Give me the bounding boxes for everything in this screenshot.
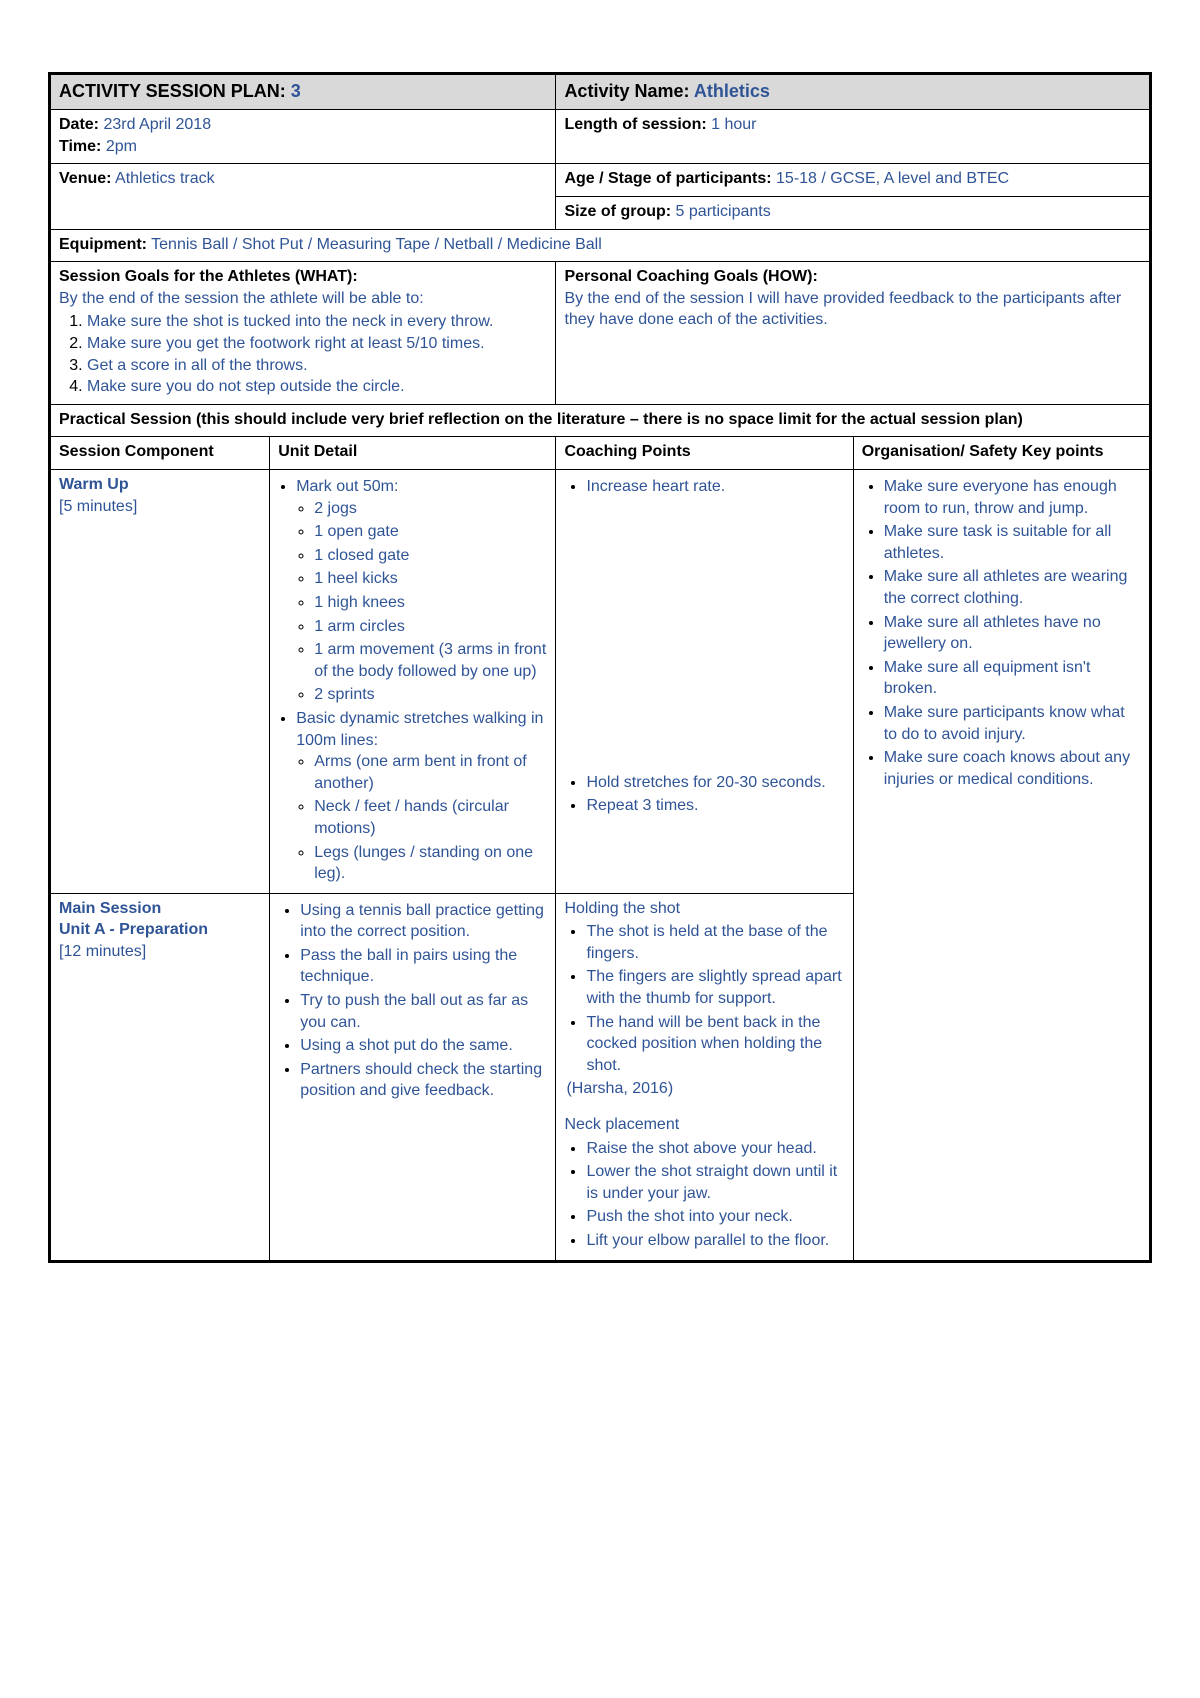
time-label: Time: bbox=[59, 138, 101, 155]
warmup-g1-item: 1 open gate bbox=[314, 521, 547, 543]
warmup-g2-item: Arms (one arm bent in front of another) bbox=[314, 751, 547, 794]
athlete-goals-list: Make sure the shot is tucked into the ne… bbox=[59, 311, 547, 397]
size-value: 5 participants bbox=[676, 203, 771, 220]
coach-goals-body: By the end of the session I will have pr… bbox=[564, 290, 1121, 329]
warmup-g1-item: 2 sprints bbox=[314, 684, 547, 706]
date-value: 23rd April 2018 bbox=[103, 116, 211, 133]
main-detail-item: Pass the ball in pairs using the techniq… bbox=[300, 945, 547, 988]
main-detail-item: Using a tennis ball practice getting int… bbox=[300, 900, 547, 943]
warmup-cp-item: Increase heart rate. bbox=[586, 476, 844, 498]
athlete-goals-heading: Session Goals for the Athletes (WHAT): bbox=[59, 268, 358, 285]
activity-name-value: Athletics bbox=[694, 81, 770, 101]
time-value: 2pm bbox=[106, 138, 137, 155]
length-cell: Length of session: 1 hour bbox=[556, 110, 1151, 164]
warmup-duration: [5 minutes] bbox=[59, 498, 137, 515]
col-header-coaching: Coaching Points bbox=[556, 437, 853, 470]
cp-g1-item: The fingers are slightly spread apart wi… bbox=[586, 966, 844, 1009]
warmup-g1-item: 1 heel kicks bbox=[314, 568, 547, 590]
length-label: Length of session: bbox=[564, 116, 706, 133]
warmup-cp-item: Hold stretches for 20-30 seconds. bbox=[586, 772, 844, 794]
warmup-component-cell: Warm Up [5 minutes] bbox=[50, 470, 270, 894]
safety-cell: Make sure everyone has enough room to ru… bbox=[853, 470, 1150, 1262]
age-value: 15-18 / GCSE, A level and BTEC bbox=[776, 170, 1009, 187]
cp-g1-item: The hand will be bent back in the cocked… bbox=[586, 1012, 844, 1077]
venue-cell: Venue: Athletics track bbox=[50, 164, 556, 229]
activity-name-label: Activity Name: bbox=[564, 81, 689, 101]
cp-group2-label: Neck placement bbox=[564, 1116, 679, 1133]
warmup-group2-label: Basic dynamic stretches walking in 100m … bbox=[296, 708, 547, 885]
session-plan-table: ACTIVITY SESSION PLAN: 3 Activity Name: … bbox=[48, 72, 1152, 1263]
cp-g1-item: The shot is held at the base of the fing… bbox=[586, 921, 844, 964]
warmup-cp-item: Repeat 3 times. bbox=[586, 795, 844, 817]
venue-label: Venue: bbox=[59, 170, 111, 187]
safety-item: Make sure participants know what to do t… bbox=[884, 702, 1141, 745]
athlete-goal-item: Make sure you get the footwork right at … bbox=[87, 333, 547, 355]
practical-heading-cell: Practical Session (this should include v… bbox=[50, 404, 1151, 437]
athlete-goal-item: Get a score in all of the throws. bbox=[87, 355, 547, 377]
safety-item: Make sure all equipment isn't broken. bbox=[884, 657, 1141, 700]
warmup-g1-item: 1 closed gate bbox=[314, 545, 547, 567]
coach-goals-heading: Personal Coaching Goals (HOW): bbox=[564, 268, 817, 285]
equipment-cell: Equipment: Tennis Ball / Shot Put / Meas… bbox=[50, 229, 1151, 262]
warmup-g1-item: 2 jogs bbox=[314, 498, 547, 520]
athlete-goals-cell: Session Goals for the Athletes (WHAT): B… bbox=[50, 262, 556, 405]
plan-header-left: ACTIVITY SESSION PLAN: 3 bbox=[50, 74, 556, 110]
main-detail-cell: Using a tennis ball practice getting int… bbox=[270, 893, 556, 1261]
warmup-coaching-cell: Increase heart rate. Hold stretches for … bbox=[556, 470, 853, 894]
safety-item: Make sure coach knows about any injuries… bbox=[884, 747, 1141, 790]
main-duration: [12 minutes] bbox=[59, 943, 146, 960]
coach-goals-cell: Personal Coaching Goals (HOW): By the en… bbox=[556, 262, 1151, 405]
warmup-g1-item: 1 arm movement (3 arms in front of the b… bbox=[314, 639, 547, 682]
safety-item: Make sure all athletes have no jewellery… bbox=[884, 612, 1141, 655]
main-title2: Unit A - Preparation bbox=[59, 921, 208, 938]
warmup-group1-label: Mark out 50m: 2 jogs 1 open gate 1 close… bbox=[296, 476, 547, 706]
length-value: 1 hour bbox=[711, 116, 756, 133]
size-label: Size of group: bbox=[564, 203, 671, 220]
warmup-g1-item: 1 high knees bbox=[314, 592, 547, 614]
equipment-label: Equipment: bbox=[59, 236, 147, 253]
age-label: Age / Stage of participants: bbox=[564, 170, 771, 187]
practical-heading: Practical Session (this should include v… bbox=[59, 411, 1023, 428]
athlete-goal-item: Make sure the shot is tucked into the ne… bbox=[87, 311, 547, 333]
safety-item: Make sure all athletes are wearing the c… bbox=[884, 566, 1141, 609]
main-title1: Main Session bbox=[59, 900, 161, 917]
warmup-g1-item: 1 arm circles bbox=[314, 616, 547, 638]
plan-label: ACTIVITY SESSION PLAN: bbox=[59, 81, 286, 101]
athlete-goal-item: Make sure you do not step outside the ci… bbox=[87, 376, 547, 398]
cp-g1-cite: (Harsha, 2016) bbox=[566, 1080, 673, 1097]
age-cell: Age / Stage of participants: 15-18 / GCS… bbox=[556, 164, 1151, 197]
equipment-value: Tennis Ball / Shot Put / Measuring Tape … bbox=[151, 236, 602, 253]
plan-header-right: Activity Name: Athletics bbox=[556, 74, 1151, 110]
main-coaching-cell: Holding the shot The shot is held at the… bbox=[556, 893, 853, 1261]
warmup-detail-cell: Mark out 50m: 2 jogs 1 open gate 1 close… bbox=[270, 470, 556, 894]
col-header-detail: Unit Detail bbox=[270, 437, 556, 470]
warmup-title: Warm Up bbox=[59, 476, 129, 493]
main-detail-item: Try to push the ball out as far as you c… bbox=[300, 990, 547, 1033]
col-header-safety: Organisation/ Safety Key points bbox=[853, 437, 1150, 470]
date-label: Date: bbox=[59, 116, 99, 133]
main-component-cell: Main Session Unit A - Preparation [12 mi… bbox=[50, 893, 270, 1261]
venue-value: Athletics track bbox=[115, 170, 215, 187]
warmup-g2-item: Legs (lunges / standing on one leg). bbox=[314, 842, 547, 885]
size-cell: Size of group: 5 participants bbox=[556, 197, 1151, 230]
cp-g2-item: Push the shot into your neck. bbox=[586, 1206, 844, 1228]
safety-item: Make sure everyone has enough room to ru… bbox=[884, 476, 1141, 519]
warmup-g2-item: Neck / feet / hands (circular motions) bbox=[314, 796, 547, 839]
cp-g2-item: Lift your elbow parallel to the floor. bbox=[586, 1230, 844, 1252]
main-detail-item: Using a shot put do the same. bbox=[300, 1035, 547, 1057]
plan-number: 3 bbox=[291, 81, 301, 101]
session-plan-document: ACTIVITY SESSION PLAN: 3 Activity Name: … bbox=[0, 0, 1200, 1303]
cp-g2-item: Lower the shot straight down until it is… bbox=[586, 1161, 844, 1204]
main-detail-item: Partners should check the starting posit… bbox=[300, 1059, 547, 1102]
cp-group1-label: Holding the shot bbox=[564, 900, 680, 917]
cp-g2-item: Raise the shot above your head. bbox=[586, 1138, 844, 1160]
safety-item: Make sure task is suitable for all athle… bbox=[884, 521, 1141, 564]
col-header-component: Session Component bbox=[50, 437, 270, 470]
athlete-goals-lead: By the end of the session the athlete wi… bbox=[59, 290, 424, 307]
date-time-cell: Date: 23rd April 2018 Time: 2pm bbox=[50, 110, 556, 164]
